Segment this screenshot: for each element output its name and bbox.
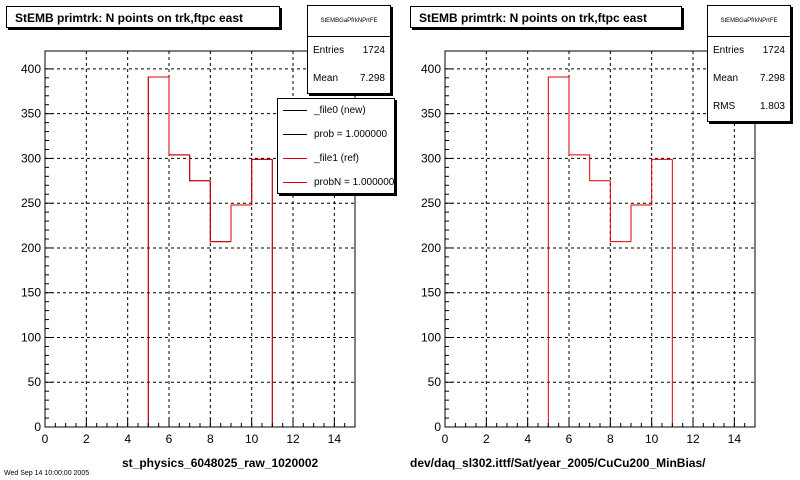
right-ytick-label-6: 300: [421, 151, 441, 165]
left-ytick-label-2: 100: [21, 330, 41, 344]
left-legend: _file0 (new) prob = 1.000000 _file1 (ref…: [277, 98, 395, 194]
left-stats-mean-row: Mean 7.298: [308, 65, 390, 93]
left-ytick-label-3: 150: [21, 286, 41, 300]
left-stats-mean-label: Mean: [313, 73, 339, 84]
legend-entry-file1: _file1 (ref): [278, 147, 394, 171]
right-xtick-label-7: 14: [728, 432, 742, 446]
left-stats-mean-value: 7.298: [359, 73, 385, 84]
right-stats-mean-value: 7.298: [759, 73, 785, 84]
legend-swatch-file1: [283, 158, 307, 159]
left-xtick-label-7: 14: [328, 432, 342, 446]
right-ytick-label-3: 150: [421, 286, 441, 300]
right-xtick-label-5: 10: [645, 432, 659, 446]
left-series1-bin-9: [230, 204, 252, 242]
right-series0-bin-5: [547, 76, 569, 427]
left-stats-entries-label: Entries: [313, 45, 345, 56]
right-ytick-label-5: 250: [421, 196, 441, 210]
left-series1-bin-10: [251, 158, 273, 205]
right-stats-entries-value: 1724: [762, 45, 785, 56]
right-series0-bin-10: [651, 158, 673, 205]
legend-entry-prob: prob = 1.000000: [278, 123, 394, 147]
right-ytick-label-0: 0: [434, 420, 441, 434]
right-xtick-label-2: 4: [524, 432, 531, 446]
right-histogram-pad: 0 2 4 6 8 10 12 14 0 50 100 150 200 250 300 350 400 StEM…: [400, 0, 800, 480]
right-stats-rms-label: RMS: [713, 101, 736, 112]
legend-label-file1: _file1 (ref): [314, 153, 360, 164]
right-stats-rms-row: RMS 1.803: [708, 93, 790, 121]
right-stats-mean-row: Mean 7.298: [708, 65, 790, 93]
left-ytick-label-6: 300: [21, 151, 41, 165]
left-xtick-label-2: 4: [124, 432, 131, 446]
left-ytick-label-8: 400: [21, 62, 41, 76]
right-stats-mean-label: Mean: [713, 73, 739, 84]
left-xtick-label-0: 0: [42, 432, 49, 446]
left-series1-bin-6: [168, 76, 190, 156]
right-ytick-label-8: 400: [421, 62, 441, 76]
legend-swatch-file0: [283, 110, 307, 111]
right-series0-bin-8: [609, 180, 631, 243]
right-histogram-plot: 0 2 4 6 8 10 12 14 0 50 100 150 200 250 300 350 400: [421, 50, 756, 446]
left-xtick-label-5: 10: [245, 432, 259, 446]
right-xtick-label-3: 6: [566, 432, 573, 446]
left-stats-box: StEMBGaPfrkNPrtFE Entries 1724 Mean 7.29…: [307, 5, 391, 94]
left-stats-entries-value: 1724: [362, 45, 385, 56]
right-stats-box: StEMBGaPfrkNPrtFE Entries 1724 Mean 7.29…: [707, 5, 791, 122]
right-series0-bin-6: [568, 76, 590, 156]
right-xtick-label-0: 0: [442, 432, 449, 446]
right-stats-entries-row: Entries 1724: [708, 37, 790, 65]
legend-entry-probn: probN = 1.000000: [278, 171, 395, 193]
right-ytick-label-2: 100: [421, 330, 441, 344]
right-histogram-title: StEMB primtrk: N points on trk,ftpc east: [410, 6, 682, 28]
right-ytick-label-7: 350: [421, 107, 441, 121]
legend-entry-file0: _file0 (new): [278, 99, 394, 123]
left-xtick-label-4: 8: [207, 432, 214, 446]
legend-label-file0: _file0 (new): [314, 105, 366, 116]
legend-swatch-probn: [283, 182, 307, 183]
left-ytick-label-0: 0: [34, 420, 41, 434]
legend-label-probn: probN = 1.000000: [314, 177, 395, 188]
left-ytick-label-1: 50: [28, 375, 42, 389]
left-xtick-label-6: 12: [286, 432, 300, 446]
timestamp-text: Wed Sep 14 10:00:00 2005: [4, 470, 90, 477]
legend-label-prob: prob = 1.000000: [314, 129, 388, 140]
right-xtick-label-1: 2: [483, 432, 490, 446]
left-x-axis-label: st_physics_6048025_raw_1020002: [122, 456, 319, 470]
left-stats-entries-row: Entries 1724: [308, 37, 390, 65]
right-stats-header: StEMBGaPfrkNPrtFE: [708, 6, 790, 37]
left-histogram-title: StEMB primtrk: N points on trk,ftpc east: [6, 6, 280, 28]
left-series1-bin-7: [189, 154, 211, 182]
right-ytick-label-4: 200: [421, 241, 441, 255]
right-xtick-label-6: 12: [686, 432, 700, 446]
left-ytick-label-5: 250: [21, 196, 41, 210]
left-xtick-label-3: 6: [166, 432, 173, 446]
left-ytick-label-7: 350: [21, 107, 41, 121]
legend-swatch-prob: [283, 134, 307, 135]
right-series0-bin-7: [589, 154, 611, 182]
right-ytick-label-1: 50: [428, 375, 442, 389]
right-x-axis-label: dev/daq_sl302.ittf/Sat/year_2005/CuCu200…: [410, 456, 706, 470]
right-series0-bin-9: [630, 204, 652, 242]
left-ytick-label-4: 200: [21, 241, 41, 255]
left-histogram-pad: 0 2 4 6 8 10 12 14 0 50 100 150 200 250 300 350 400 StEM…: [6, 5, 395, 470]
right-stats-entries-label: Entries: [713, 45, 745, 56]
left-series1-bin-8: [209, 180, 231, 243]
right-stats-rms-value: 1.803: [759, 101, 785, 112]
left-xtick-label-1: 2: [83, 432, 90, 446]
left-stats-header: StEMBGaPfrkNPrtFE: [308, 6, 390, 37]
left-series1-bin-5: [147, 76, 169, 427]
right-xtick-label-4: 8: [607, 432, 614, 446]
